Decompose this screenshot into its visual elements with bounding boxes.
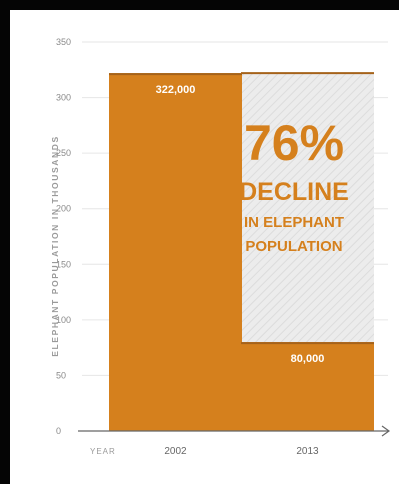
data-label-2013: 80,000 [291,353,325,365]
y-tick-label: 0 [56,426,61,436]
x-axis-label: YEAR [90,447,116,456]
annotation-in-elephant: IN ELEPHANT [244,214,344,231]
y-tick-label: 100 [56,315,71,325]
x-axis-arrow-icon [381,425,391,437]
decline-annotation: 76% DECLINE IN ELEPHANT POPULATION [239,115,349,255]
bar-2013 [241,342,374,431]
y-tick-label: 300 [56,93,71,103]
y-tick-label: 150 [56,259,71,269]
y-tick-labels: 0 50 100 150 200 250 300 350 [56,37,71,436]
annotation-decline: DECLINE [239,178,349,206]
bar-chart: 0 50 100 150 200 250 300 350 322,000 2002 80,000 2… [50,37,391,457]
decline-area [241,73,374,343]
y-tick-label: 200 [56,204,71,214]
x-tick-label: 2002 [164,446,187,457]
chart-frame: 0 50 100 150 200 250 300 350 322,000 2002 80,000 2… [10,10,399,484]
annotation-population: POPULATION [245,238,342,255]
y-tick-label: 50 [56,370,66,380]
data-label-2002: 322,000 [156,84,196,96]
bar-2002 [109,73,242,431]
bars: 322,000 2002 80,000 2013 [109,72,374,457]
y-tick-label: 250 [56,148,71,158]
y-tick-label: 350 [56,37,71,47]
annotation-percent: 76% [244,115,344,171]
y-axis-label: ELEPHANT POPULATION IN THOUSANDS [50,135,60,357]
x-tick-label: 2013 [296,446,319,457]
